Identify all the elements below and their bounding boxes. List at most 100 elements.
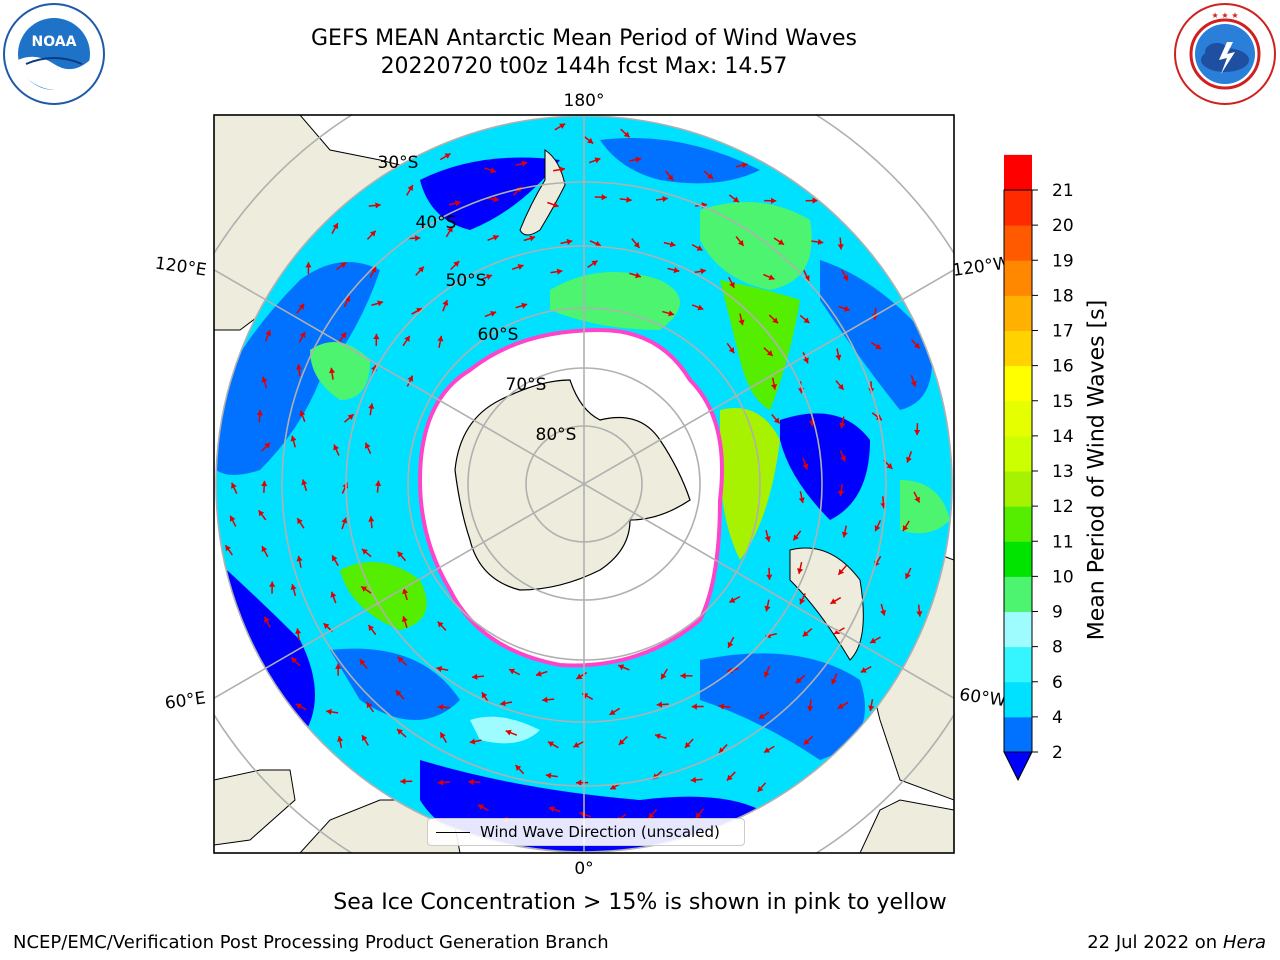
wind-arrow-head [768,274,775,281]
wind-arrow-head [486,274,493,280]
wind-arrow-head [880,609,887,616]
wind-arrow-head [667,174,674,181]
wind-arrow-head [795,677,802,684]
colorbar-segment [1004,611,1032,648]
wind-arrow-head [472,673,478,680]
wind-arrow-head [841,531,848,538]
wind-arrow-head [337,736,344,742]
wind-arrow-head [668,310,674,317]
wind-arrow-head [401,616,408,623]
wind-arrow-head [416,308,423,314]
wind-arrow-head [803,275,810,282]
lat-label-50s: 50°S [446,271,487,291]
wind-arrow-head [778,239,784,245]
legend-label: Wind Wave Direction (unscaled) [480,823,720,841]
wind-arrow-head [741,162,748,169]
wind-arrow-head [332,555,338,562]
lon-label-180: 180° [564,91,605,111]
wind-arrow-head [727,641,734,648]
wind-arrow-head [264,616,270,623]
wind-arrow-head [229,515,236,522]
wind-arrow-head [490,167,496,174]
wind-arrow-head [700,268,706,275]
colorbar-tick-label: 20 [1052,216,1074,236]
wind-arrow-head [635,272,641,279]
wind-arrow-head [837,703,844,709]
wind-arrow-head [576,673,583,679]
wind-arrow-head [655,733,661,740]
wind-arrow-head [535,670,542,677]
wind-arrow-head [573,741,580,748]
wind-arrow-head [610,783,617,790]
wind-arrow-head [591,260,598,267]
wind-arrow-head [418,266,424,273]
wind-arrow-head [437,704,444,711]
wind-arrow-head [359,659,366,666]
colorbar-tick-label: 9 [1052,603,1063,623]
wind-arrow-head [328,367,336,374]
wind-arrow-head [807,705,814,712]
wind-arrow-head [395,690,402,697]
colorbar-segment [1004,295,1032,331]
wind-arrow-head [368,516,375,522]
wind-arrow-head [364,442,371,449]
wind-arrow-head [914,429,921,436]
wind-arrow-head [375,202,381,209]
lon-label-120w: 120°W [951,253,1011,281]
wind-arrow-head [803,738,810,745]
wind-arrow-head [737,239,744,246]
wind-arrow-head [803,357,809,364]
colorbar-segment [1004,154,1032,191]
colorbar-tick-label: 21 [1052,181,1074,201]
lon-label-60w: 60°W [958,685,1007,711]
wind-arrow-head [521,302,528,309]
colorbar-tick-label: 8 [1052,638,1063,658]
wind-arrow-head [454,200,461,207]
wind-arrow-head [414,235,421,242]
wind-arrow-head [910,380,917,387]
wind-arrow-head [295,364,303,370]
wind-arrow-head [906,456,912,463]
wind-arrow-head [552,201,559,208]
wind-arrow-head [817,238,824,246]
wind-arrow-head [291,657,298,664]
wind-arrow-head [269,581,276,587]
legend-line-swatch [436,831,470,833]
colorbar-segment [1004,716,1032,753]
wind-arrow-head [732,196,739,203]
wind-arrow-head [397,729,403,735]
lon-label-0: 0° [574,859,593,879]
colorbar-segment [1004,471,1032,507]
chart-subtitle: 20220720 t00z 144h fcst Max: 14.57 [380,54,788,79]
colorbar-tick-label: 14 [1052,427,1074,447]
colorbar-segment [1004,576,1032,612]
wind-arrow-head [697,304,704,311]
wind-arrow-head [261,480,268,487]
wind-arrow-head [802,463,809,470]
wind-arrow-head [559,123,566,129]
wind-arrow-head [875,343,882,350]
wind-arrow-head [447,226,453,233]
wind-arrow-head [802,630,809,637]
colorbar-tick-label: 15 [1052,392,1074,412]
wind-arrow-head [509,668,516,675]
wind-arrow-head [442,300,449,306]
wind-arrow-head [696,245,703,251]
latitude-labels: 30°S 40°S 50°S 60°S 70°S 80°S [378,153,577,445]
wind-arrow-head [656,701,663,708]
madagascar-land [214,769,296,846]
wind-arrow-head [258,510,265,517]
wind-arrow-head [587,137,594,144]
wind-arrow-head [837,244,844,250]
colorbar-tick-label: 13 [1052,462,1074,482]
nws-logo-icon: ★ ★ ★ [1174,3,1276,105]
lat-label-70s: 70°S [506,375,547,395]
wind-arrow-head [400,778,406,785]
wind-arrow-head [729,281,735,288]
wind-arrow-head [326,708,332,715]
wind-arrow-head [662,196,668,203]
wind-arrow-head [566,238,573,245]
wind-arrow-head [344,295,351,302]
colorbar-tick-label: 19 [1052,251,1074,271]
wind-arrow-head [368,403,375,409]
